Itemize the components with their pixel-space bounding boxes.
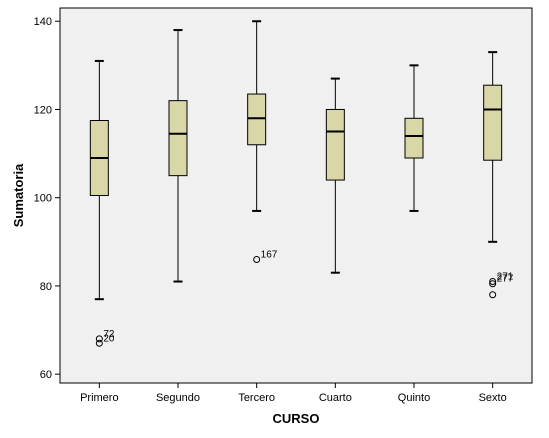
x-axis: Primero Segundo Tercero Cuarto Quinto Sexto xyxy=(80,383,507,404)
box-tercero xyxy=(247,93,267,146)
x-tick-label: Cuarto xyxy=(319,392,352,404)
outlier-label: 271 xyxy=(497,272,514,283)
y-tick-label: 140 xyxy=(34,16,52,28)
x-tick-label: Primero xyxy=(80,392,119,404)
y-axis: 60 80 100 120 140 xyxy=(34,16,60,381)
y-tick-label: 60 xyxy=(40,369,52,381)
outlier-label: 277 xyxy=(497,274,514,285)
outlier-point xyxy=(253,255,261,263)
box-quinto xyxy=(404,117,424,159)
outlier-label: 20 xyxy=(103,333,115,344)
y-tick-label: 80 xyxy=(40,281,52,293)
outlier-point xyxy=(95,335,103,343)
box-cuarto xyxy=(325,108,345,181)
outlier-label: 72 xyxy=(103,329,115,340)
outlier-label: 167 xyxy=(261,249,278,260)
y-axis-title: Sumatoria xyxy=(11,163,26,227)
outlier-point xyxy=(489,291,497,299)
x-axis-title: CURSO xyxy=(273,411,320,426)
outlier-point xyxy=(95,339,103,347)
y-tick-label: 120 xyxy=(34,104,52,116)
x-tick-label: Quinto xyxy=(398,392,430,404)
outlier-point xyxy=(489,278,497,286)
y-tick-label: 100 xyxy=(34,193,52,205)
outlier-point xyxy=(489,280,497,288)
x-tick-label: Tercero xyxy=(238,392,275,404)
box-segundo xyxy=(168,100,188,177)
x-tick-label: Segundo xyxy=(156,392,200,404)
plot-area xyxy=(59,7,533,384)
x-tick-label: Sexto xyxy=(479,392,507,404)
box-sexto xyxy=(483,84,503,161)
